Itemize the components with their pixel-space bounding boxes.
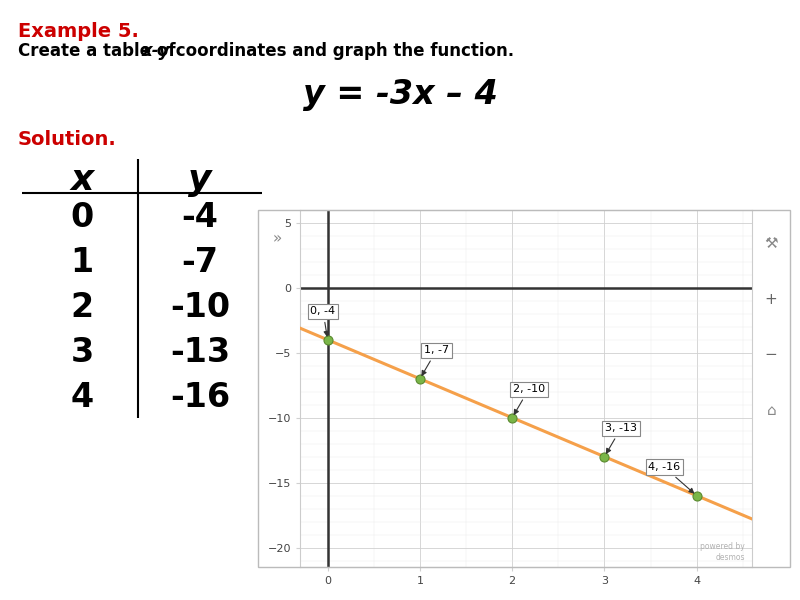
Text: 3, -13: 3, -13 [605, 423, 637, 453]
Text: y: y [188, 163, 212, 197]
Text: -7: -7 [182, 246, 218, 279]
Text: Solution.: Solution. [18, 130, 117, 149]
Text: ⌂: ⌂ [766, 403, 776, 418]
Text: 2: 2 [70, 291, 94, 324]
Text: coordinates and graph the function.: coordinates and graph the function. [170, 42, 514, 60]
Text: -13: -13 [170, 336, 230, 369]
Text: +: + [765, 292, 778, 307]
Text: 0, -4: 0, -4 [310, 307, 336, 336]
Text: 1: 1 [70, 246, 94, 279]
Text: 1, -7: 1, -7 [422, 346, 449, 375]
Text: 4, -16: 4, -16 [648, 462, 694, 493]
Text: x: x [70, 163, 94, 197]
Text: powered by
desmos: powered by desmos [701, 542, 746, 562]
Text: x-y: x-y [142, 42, 170, 60]
Text: Example 5.: Example 5. [18, 22, 139, 41]
Text: y = -3x – 4: y = -3x – 4 [302, 78, 498, 111]
Text: -10: -10 [170, 291, 230, 324]
Text: 4: 4 [70, 381, 94, 414]
Text: -4: -4 [182, 201, 218, 234]
Text: Create a table of: Create a table of [18, 42, 182, 60]
Text: 2, -10: 2, -10 [513, 385, 545, 414]
Text: -16: -16 [170, 381, 230, 414]
Text: ⚒: ⚒ [764, 236, 778, 251]
Text: »: » [273, 231, 282, 246]
Text: 3: 3 [70, 336, 94, 369]
Text: 0: 0 [70, 201, 94, 234]
Text: −: − [765, 347, 778, 362]
